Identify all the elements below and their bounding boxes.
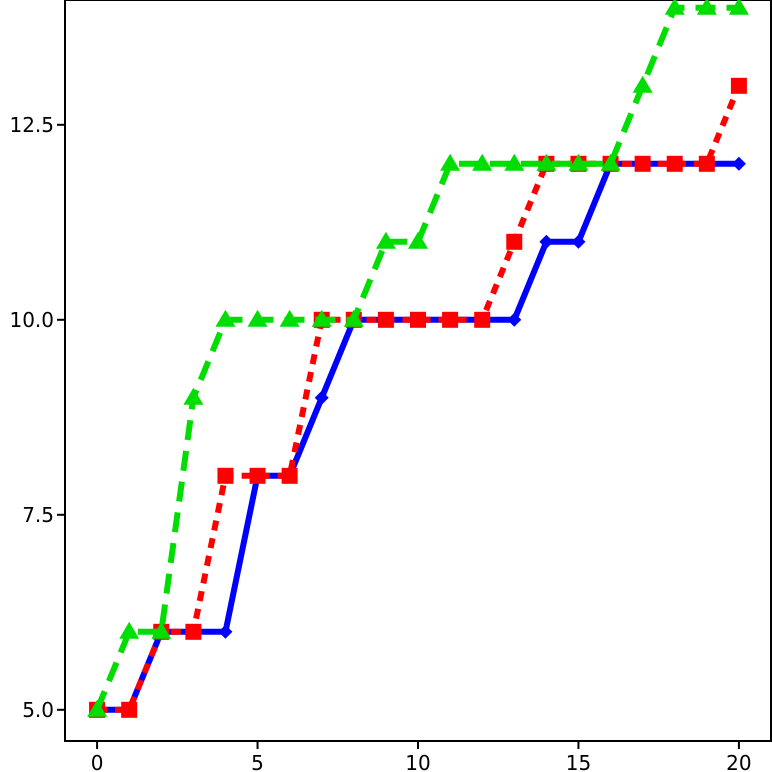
series-0-point bbox=[571, 234, 586, 249]
series-2-point bbox=[87, 699, 108, 717]
series-2-point bbox=[536, 153, 557, 171]
x-tick-label: 5 bbox=[251, 751, 264, 772]
x-tick-label: 15 bbox=[566, 751, 591, 772]
series-2-point bbox=[279, 309, 300, 327]
series-2-point bbox=[728, 0, 749, 15]
series-2-point bbox=[375, 231, 396, 249]
series-1-point bbox=[410, 311, 426, 328]
series-line-2 bbox=[94, 4, 739, 711]
series-1-point bbox=[442, 311, 459, 328]
series-1-point bbox=[281, 467, 298, 484]
series-2-point bbox=[343, 309, 364, 327]
series-2 bbox=[87, 0, 749, 717]
series-1-point bbox=[698, 155, 715, 172]
series-1-point bbox=[185, 623, 202, 640]
series-0-point bbox=[731, 156, 746, 171]
series-1-point bbox=[666, 155, 683, 172]
series-line-1 bbox=[97, 84, 742, 713]
series-1-point bbox=[506, 233, 523, 250]
series-1-point bbox=[377, 311, 394, 328]
series-2-point bbox=[568, 153, 589, 171]
series-0-point bbox=[218, 624, 233, 639]
series-2-point bbox=[632, 75, 653, 93]
x-tick-label: 0 bbox=[91, 751, 104, 772]
x-tick-label: 20 bbox=[726, 751, 751, 772]
y-tick-label: 7.5 bbox=[22, 503, 54, 527]
series-2-point bbox=[183, 387, 204, 405]
series-1-point bbox=[217, 467, 234, 484]
x-axis: 0 5 10 15 20 bbox=[91, 741, 752, 772]
series-2-point bbox=[119, 621, 140, 639]
series-2-point bbox=[472, 153, 493, 171]
plot-area bbox=[64, 0, 772, 742]
series-1-point bbox=[249, 467, 266, 484]
x-tick-label: 10 bbox=[405, 751, 430, 772]
series-2-point bbox=[664, 0, 685, 15]
series-2-point bbox=[311, 309, 332, 327]
series-1-point bbox=[634, 155, 651, 172]
series-0-point bbox=[507, 312, 522, 327]
series-2-point bbox=[440, 153, 461, 171]
series-layer bbox=[87, 0, 749, 718]
y-tick-label: 5.0 bbox=[22, 698, 54, 722]
series-2-point bbox=[215, 309, 236, 327]
series-1-point bbox=[730, 77, 747, 94]
series-0-point bbox=[539, 234, 554, 249]
series-2-point bbox=[247, 309, 268, 327]
y-tick-label: 10.0 bbox=[9, 308, 54, 332]
series-1-point bbox=[121, 701, 138, 718]
y-tick-label: 12.5 bbox=[9, 113, 54, 137]
series-2-point bbox=[408, 231, 428, 249]
series-2-point bbox=[504, 153, 525, 171]
series-2-point bbox=[151, 621, 172, 639]
series-2-point bbox=[600, 153, 621, 171]
series-1-point bbox=[474, 311, 491, 328]
series-2-point bbox=[696, 0, 717, 15]
series-0-point bbox=[314, 390, 329, 405]
y-axis: 5.0 7.5 10.0 12.5 bbox=[9, 113, 65, 722]
